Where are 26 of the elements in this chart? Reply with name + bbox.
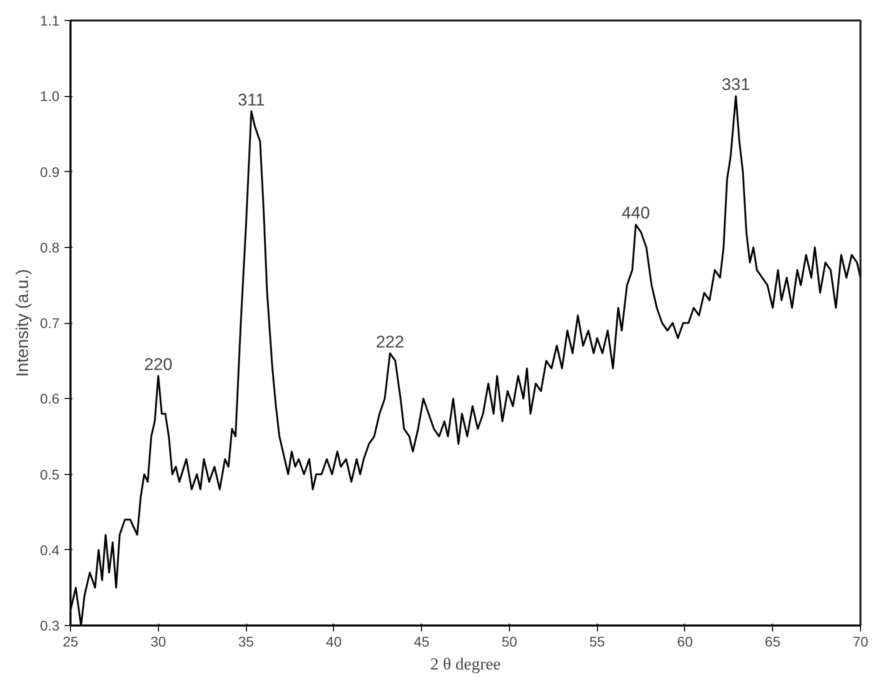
x-tick-label: 70 — [852, 634, 868, 650]
annotation: 331 — [722, 75, 750, 94]
x-tick-label: 60 — [677, 634, 693, 650]
annotation: 440 — [622, 204, 650, 223]
y-tick-label: 0.6 — [40, 390, 60, 407]
y-tick-label: 0.5 — [40, 466, 60, 482]
y-tick-label: 0.4 — [40, 542, 60, 558]
x-tick-label: 50 — [502, 634, 518, 650]
x-axis-title: 2 θ degree — [430, 654, 501, 674]
y-tick-label: 1.1 — [40, 12, 60, 28]
y-tick-label: 0.8 — [40, 239, 60, 256]
annotation: 222 — [376, 332, 404, 352]
x-tick-label: 45 — [414, 634, 430, 650]
y-tick-label: 0.9 — [40, 164, 60, 180]
y-tick-label: 0.3 — [40, 618, 60, 634]
y-tick-label: 0.7 — [40, 315, 60, 331]
x-tick-label: 40 — [326, 634, 342, 650]
x-tick-label: 65 — [764, 634, 781, 650]
annotation: 220 — [144, 354, 172, 374]
x-tick-label: 35 — [238, 634, 254, 650]
x-tick-label: 25 — [62, 634, 78, 650]
y-tick-label: 1.0 — [40, 88, 60, 104]
x-tick-label: 30 — [150, 634, 166, 650]
y-axis-title: Intensity (a.u.) — [13, 269, 32, 377]
annotation: 311 — [238, 90, 265, 110]
x-tick-label: 55 — [589, 634, 606, 650]
